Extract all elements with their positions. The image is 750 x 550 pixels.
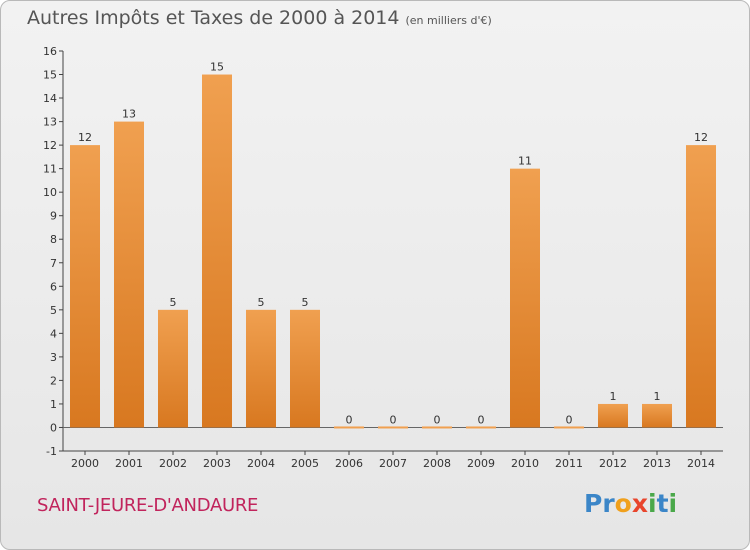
logo-letter: x [631,489,648,518]
y-tick-label: 15 [43,69,57,82]
y-tick-label: 2 [50,374,57,387]
data-label: 0 [434,413,441,426]
y-tick-label: 9 [50,210,57,223]
data-label: 0 [566,413,573,426]
x-tick-label: 2005 [291,457,319,470]
logo-letter: P [584,489,603,518]
y-tick-label: 5 [50,304,57,317]
x-tick-label: 2011 [555,457,583,470]
bar [378,426,408,429]
bar [510,168,540,428]
x-tick-label: 2002 [159,457,187,470]
x-tick-label: 2004 [247,457,275,470]
data-label: 5 [170,296,177,309]
y-tick-label: 8 [50,233,57,246]
y-tick-label: 0 [50,421,57,434]
x-tick-label: 2008 [423,457,451,470]
y-tick-label: 11 [43,163,57,176]
bar [422,426,452,429]
data-label: 0 [346,413,353,426]
logo-letter: i [668,489,678,518]
logo-letter: r [602,489,615,518]
data-label: 5 [302,296,309,309]
x-tick-label: 2014 [687,457,715,470]
proxiti-logo: Proxiti [584,489,677,518]
data-label: 13 [122,108,136,121]
y-tick-label: 7 [50,257,57,270]
chart-subtitle: (en milliers d'€) [405,14,492,27]
x-tick-label: 2009 [467,457,495,470]
y-tick-label: -1 [46,445,57,458]
data-label: 0 [390,413,397,426]
bar [598,403,628,428]
bar [202,74,232,428]
data-label: 12 [78,131,92,144]
x-tick-label: 2007 [379,457,407,470]
logo-letter: i [648,489,657,518]
bar [70,145,100,428]
bar [642,403,672,428]
y-tick-label: 3 [50,351,57,364]
data-label: 11 [518,155,532,168]
x-tick-label: 2003 [203,457,231,470]
x-tick-label: 2006 [335,457,363,470]
y-tick-label: 10 [43,186,57,199]
logo-letter: o [614,489,632,518]
y-tick-label: 6 [50,280,57,293]
data-label: 5 [258,296,265,309]
data-label: 1 [610,390,617,403]
place-name: SAINT-JEURE-D'ANDAURE [37,495,259,516]
y-tick-label: 4 [50,327,57,340]
y-tick-label: 12 [43,139,57,152]
bar [334,426,364,429]
y-tick-label: 13 [43,116,57,129]
y-tick-label: 14 [43,92,57,105]
bar [114,121,144,428]
x-tick-label: 2001 [115,457,143,470]
x-tick-label: 2000 [71,457,99,470]
data-label: 12 [694,131,708,144]
y-tick-label: 16 [43,45,57,58]
bar [290,309,320,428]
chart-title: Autres Impôts et Taxes de 2000 à 2014 (en… [27,7,492,29]
bar [246,309,276,428]
bars [70,74,716,429]
x-tick-label: 2010 [511,457,539,470]
data-label: 1 [654,390,661,403]
data-label: 15 [210,61,224,74]
x-tick-label: 2013 [643,457,671,470]
bar [158,309,188,428]
x-tick-label: 2012 [599,457,627,470]
chart-title-text: Autres Impôts et Taxes de 2000 à 2014 [27,7,400,29]
bar [686,145,716,428]
logo-letter: t [656,489,669,518]
y-tick-label: 1 [50,398,57,411]
bar [554,426,584,429]
bar [466,426,496,429]
data-label: 0 [478,413,485,426]
